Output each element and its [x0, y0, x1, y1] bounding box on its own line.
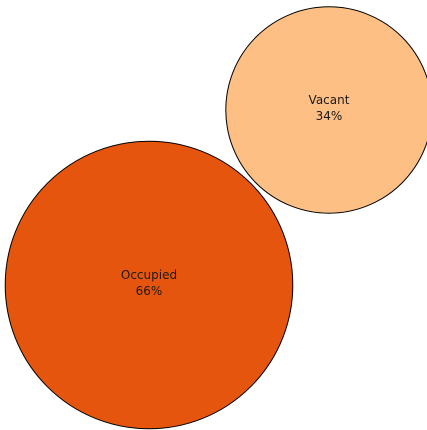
bubbles-group: Vacant 34% Occupied 66% [4, 6, 427, 430]
bubble-label-vacant: Vacant [309, 93, 350, 107]
bubble-vacant [225, 6, 427, 214]
bubble-occupied [4, 140, 294, 430]
bubble-value-vacant: 34% [316, 109, 343, 123]
bubble-label-occupied: Occupied [121, 268, 177, 282]
bubble-value-occupied: 66% [136, 284, 163, 298]
